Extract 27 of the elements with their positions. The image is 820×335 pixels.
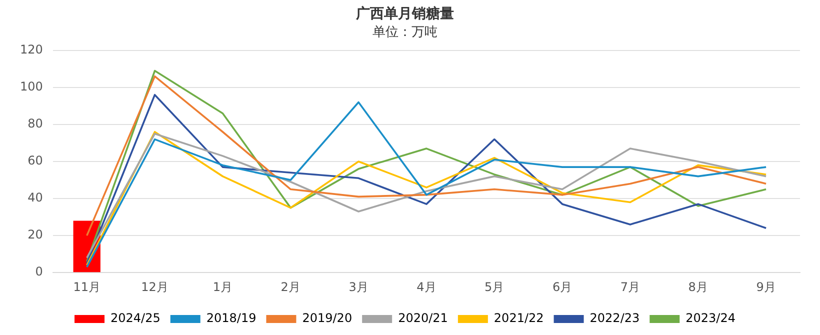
x-tick-label: 3月 bbox=[348, 280, 368, 294]
x-tick-label: 12月 bbox=[141, 280, 168, 294]
y-tick-label: 40 bbox=[28, 190, 43, 205]
x-tick-label: 9月 bbox=[756, 280, 776, 294]
y-tick-label: 120 bbox=[20, 42, 43, 57]
x-tick-label: 5月 bbox=[484, 280, 504, 294]
x-tick-label: 11月 bbox=[73, 280, 101, 294]
x-tick-label: 1月 bbox=[212, 280, 233, 294]
y-tick-label: 100 bbox=[20, 80, 43, 94]
x-tick-label: 2月 bbox=[280, 280, 300, 294]
x-tick-label: 4月 bbox=[416, 280, 436, 294]
y-tick-label: 0 bbox=[35, 264, 43, 279]
legend-label: 2018/19 bbox=[206, 311, 256, 326]
legend-label: 2020/21 bbox=[398, 311, 448, 326]
y-tick-label: 20 bbox=[28, 228, 43, 242]
x-tick-label: 8月 bbox=[688, 280, 708, 294]
legend-label: 2023/24 bbox=[686, 311, 736, 326]
x-tick-label: 7月 bbox=[620, 280, 640, 294]
y-tick-label: 60 bbox=[28, 154, 43, 168]
chart-subtitle: 单位：万吨 bbox=[372, 24, 438, 40]
legend-label: 2024/25 bbox=[110, 311, 160, 326]
legend-label: 2019/20 bbox=[302, 311, 352, 326]
x-tick-label: 6月 bbox=[552, 280, 572, 294]
legend-label: 2021/22 bbox=[494, 311, 544, 326]
chart-title: 广西单月销糖量 bbox=[355, 5, 454, 22]
legend-label: 2022/23 bbox=[590, 311, 640, 326]
y-tick-label: 80 bbox=[28, 116, 43, 131]
